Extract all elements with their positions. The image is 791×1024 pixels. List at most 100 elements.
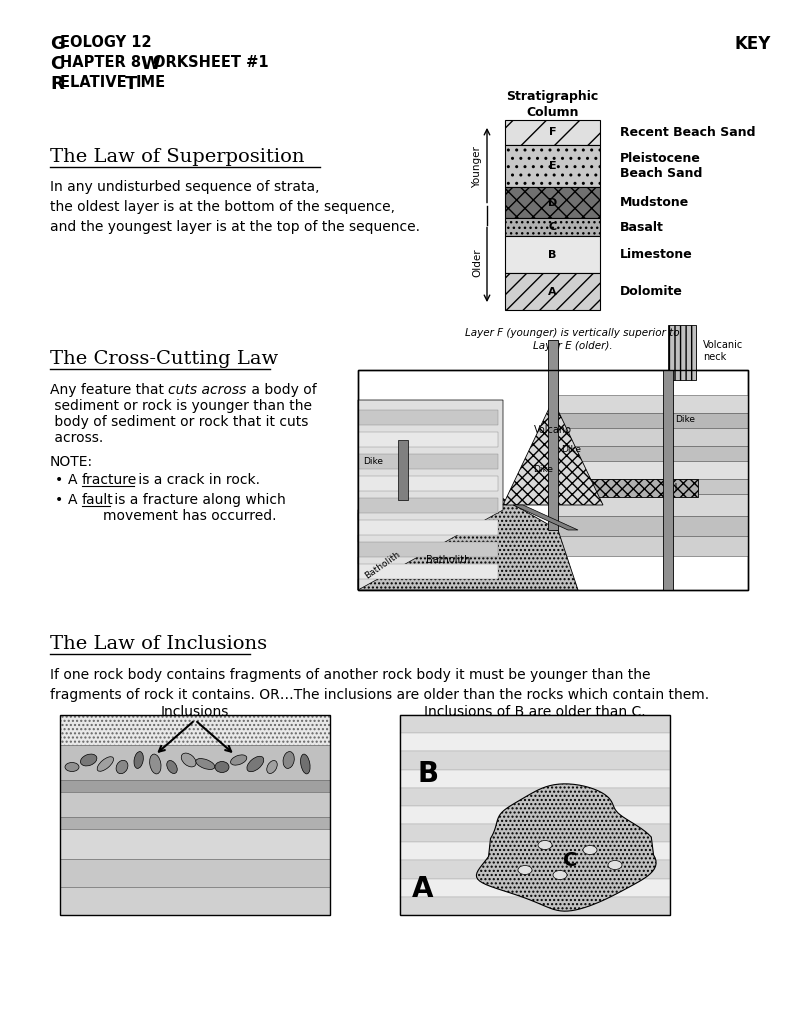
Bar	[548, 340, 558, 530]
Polygon shape	[358, 400, 503, 590]
Text: sediment or rock is younger than the: sediment or rock is younger than the	[50, 399, 312, 413]
Text: ELATIVE: ELATIVE	[60, 75, 132, 90]
Bar	[60, 715, 330, 915]
Text: fault: fault	[82, 493, 114, 507]
Ellipse shape	[181, 753, 196, 767]
Text: Dike: Dike	[363, 458, 383, 467]
Text: Dike: Dike	[533, 466, 553, 474]
Bar	[558, 479, 698, 497]
Bar	[558, 413, 748, 428]
Polygon shape	[358, 410, 498, 425]
Text: Recent Beach Sand: Recent Beach Sand	[620, 126, 755, 139]
Ellipse shape	[196, 759, 215, 769]
Bar	[358, 370, 748, 590]
Text: In any undisturbed sequence of strata,
the oldest layer is at the bottom of the : In any undisturbed sequence of strata, t…	[50, 180, 420, 234]
Polygon shape	[503, 400, 603, 505]
Text: cuts across: cuts across	[168, 383, 246, 397]
Bar	[400, 787, 670, 806]
Bar	[60, 715, 330, 745]
Text: NOTE:: NOTE:	[50, 455, 93, 469]
Bar	[400, 752, 670, 770]
Bar	[358, 370, 748, 590]
Text: Dike: Dike	[561, 445, 581, 455]
Bar	[668, 325, 696, 380]
Text: •: •	[55, 493, 63, 507]
Bar	[505, 144, 600, 187]
Bar	[400, 824, 670, 843]
Text: Sill: Sill	[663, 483, 677, 493]
Bar	[558, 461, 748, 479]
Bar	[60, 829, 330, 859]
Text: Batholith: Batholith	[363, 550, 402, 581]
Polygon shape	[358, 564, 498, 579]
Text: A: A	[68, 473, 82, 487]
Polygon shape	[358, 498, 498, 513]
Bar	[60, 859, 330, 887]
Bar	[400, 860, 670, 879]
Bar	[400, 879, 670, 897]
Bar	[60, 817, 330, 829]
Text: A: A	[68, 493, 82, 507]
Text: is a fracture along which: is a fracture along which	[110, 493, 286, 507]
Text: Older: Older	[472, 248, 482, 276]
Text: fracture: fracture	[82, 473, 138, 487]
Polygon shape	[358, 476, 498, 490]
Text: C: C	[548, 222, 557, 232]
Ellipse shape	[301, 754, 310, 774]
Text: •: •	[55, 473, 63, 487]
Text: is a crack in rock.: is a crack in rock.	[134, 473, 260, 487]
Text: across.: across.	[50, 431, 104, 445]
Bar	[505, 237, 600, 273]
Bar	[400, 715, 670, 733]
Bar	[558, 395, 748, 413]
Bar	[400, 843, 670, 860]
Text: Any feature that: Any feature that	[50, 383, 168, 397]
Text: Limestone: Limestone	[620, 249, 693, 261]
Text: B: B	[548, 250, 557, 260]
Ellipse shape	[116, 761, 128, 774]
Text: E: E	[549, 161, 556, 171]
Polygon shape	[398, 440, 408, 500]
Text: The Law of Superposition: The Law of Superposition	[50, 148, 305, 166]
Text: A: A	[548, 287, 557, 297]
Ellipse shape	[538, 841, 552, 850]
Text: EOLOGY 12: EOLOGY 12	[60, 35, 152, 50]
Ellipse shape	[230, 755, 247, 765]
Bar	[558, 428, 748, 446]
Ellipse shape	[149, 754, 161, 774]
Ellipse shape	[583, 846, 597, 854]
Text: ORKSHEET #1: ORKSHEET #1	[153, 55, 269, 70]
Bar	[400, 770, 670, 787]
Text: The Cross-Cutting Law: The Cross-Cutting Law	[50, 350, 278, 368]
Ellipse shape	[134, 752, 143, 768]
Polygon shape	[358, 454, 498, 469]
Text: G: G	[50, 35, 65, 53]
Text: Dike: Dike	[675, 416, 695, 425]
Text: Pleistocene
Beach Sand: Pleistocene Beach Sand	[620, 152, 702, 180]
Polygon shape	[476, 783, 656, 911]
Polygon shape	[513, 505, 578, 530]
Text: Mudstone: Mudstone	[620, 197, 689, 209]
Text: movement has occurred.: movement has occurred.	[68, 509, 277, 523]
Bar	[663, 370, 673, 590]
Bar	[60, 792, 330, 817]
Polygon shape	[358, 470, 578, 590]
Text: C: C	[563, 851, 577, 869]
Ellipse shape	[81, 754, 97, 766]
Text: Inclusions: Inclusions	[161, 705, 229, 719]
Text: C: C	[50, 55, 63, 73]
Text: Volcano: Volcano	[534, 425, 572, 435]
Text: W: W	[140, 55, 160, 73]
Text: Batholith: Batholith	[426, 555, 470, 565]
Ellipse shape	[215, 762, 229, 772]
Ellipse shape	[65, 763, 79, 771]
Ellipse shape	[167, 761, 177, 773]
Text: Inclusions of B are older than C.: Inclusions of B are older than C.	[424, 705, 645, 719]
Bar	[505, 120, 600, 144]
Ellipse shape	[267, 761, 277, 773]
Polygon shape	[358, 542, 498, 557]
Ellipse shape	[518, 865, 532, 874]
Bar	[400, 806, 670, 824]
Bar	[400, 715, 670, 915]
Ellipse shape	[247, 757, 263, 772]
